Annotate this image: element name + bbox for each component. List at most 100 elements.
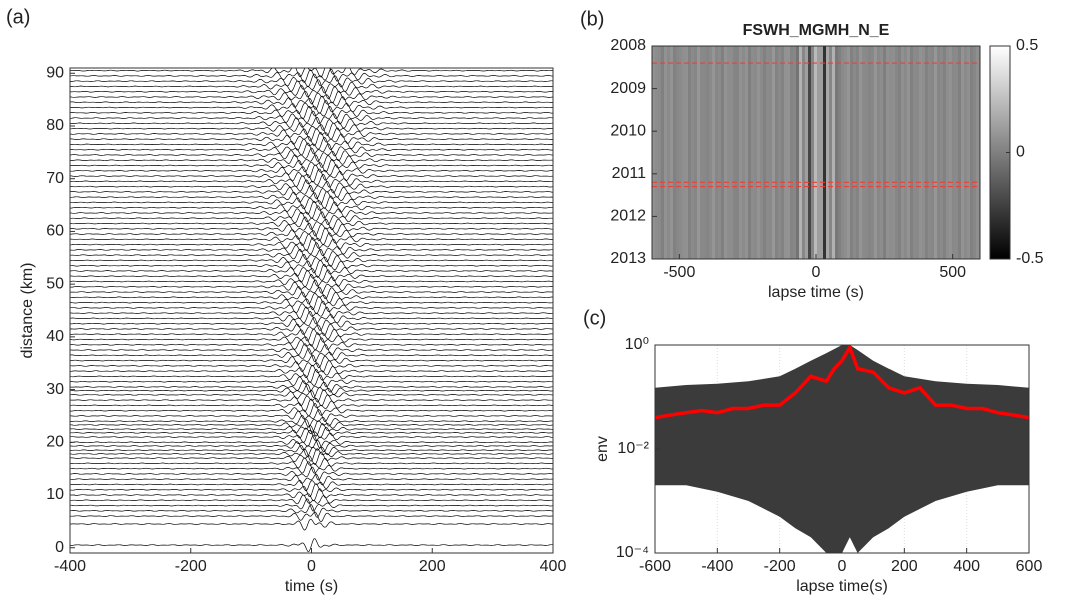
heatmap-stripe — [748, 46, 751, 259]
heatmap-stripe — [685, 46, 688, 259]
heatmap-stripe — [733, 46, 736, 259]
heatmap-stripe — [859, 46, 862, 259]
trace — [70, 448, 553, 462]
heatmap-stripe — [868, 46, 871, 259]
colorbar-tick-label: 0 — [1016, 144, 1025, 161]
trace — [70, 122, 553, 137]
trace — [70, 95, 553, 110]
heatmap-stripe — [949, 46, 952, 259]
heatmap-stripe — [946, 46, 949, 259]
trace — [70, 200, 553, 215]
trace — [70, 426, 553, 439]
plot-area — [70, 68, 553, 552]
envelope-band — [655, 345, 1029, 553]
trace — [70, 232, 553, 246]
heatmap-stripe — [913, 46, 916, 259]
heatmap-stripe — [805, 46, 808, 259]
mean-envelope — [655, 345, 1029, 420]
heatmap-stripe — [751, 46, 754, 259]
trace — [70, 364, 553, 378]
heatmap-stripe — [976, 46, 979, 259]
heatmap-stripe — [652, 46, 655, 259]
heatmap-stripe — [763, 46, 766, 259]
heatmap-stripe — [943, 46, 946, 259]
heatmap-stripe — [706, 46, 709, 259]
heatmap-stripe — [871, 46, 874, 259]
trace — [70, 147, 553, 162]
heatmap-stripe — [940, 46, 943, 259]
heatmap-stripe — [892, 46, 895, 259]
heatmap-stripe — [958, 46, 961, 259]
trace — [70, 306, 553, 319]
trace — [70, 518, 553, 531]
trace — [70, 173, 553, 188]
heatmap-stripe — [934, 46, 937, 259]
heatmap-stripe — [817, 46, 820, 259]
heatmap-stripe — [823, 46, 826, 259]
heatmap-stripe — [841, 46, 844, 259]
trace — [70, 374, 553, 388]
heatmap-stripe — [664, 46, 667, 259]
heatmap-stripe — [718, 46, 721, 259]
trace — [70, 300, 553, 315]
trace — [70, 222, 553, 237]
heatmap-stripe — [712, 46, 715, 259]
x-tick-label: 200 — [891, 558, 918, 575]
heatmap-stripe — [952, 46, 955, 259]
x-tick-label: 0 — [812, 264, 821, 281]
heatmap-stripe — [877, 46, 880, 259]
heatmap-stripe — [898, 46, 901, 259]
heatmap-stripe — [799, 46, 802, 259]
heatmap-stripe — [781, 46, 784, 259]
heatmap-stripe — [973, 46, 976, 259]
heatmap-stripe — [736, 46, 739, 259]
x-tick-label: 400 — [540, 558, 567, 575]
colorbar-tick-label: 0.5 — [1016, 37, 1038, 54]
heatmap-stripe — [874, 46, 877, 259]
heatmap-stripe — [844, 46, 847, 259]
panel-label: (a) — [6, 6, 30, 28]
trace — [70, 105, 553, 120]
heatmap-stripe — [856, 46, 859, 259]
trace — [70, 483, 553, 497]
trace — [70, 439, 553, 453]
y-tick-label: 80 — [46, 117, 64, 134]
trace — [70, 419, 553, 433]
panel-label: (b) — [580, 8, 604, 30]
trace — [70, 434, 553, 449]
heatmap-stripe — [811, 46, 814, 259]
x-tick-label: -600 — [639, 558, 671, 575]
trace — [70, 164, 553, 179]
heatmap-stripe — [682, 46, 685, 259]
heatmap-stripe — [955, 46, 958, 259]
trace — [70, 286, 553, 300]
x-tick-label: -200 — [764, 558, 796, 575]
heatmap-stripe — [772, 46, 775, 259]
heatmap-stripe — [724, 46, 727, 259]
trace — [70, 205, 553, 219]
x-tick-label: 500 — [939, 264, 966, 281]
heatmap-stripe — [787, 46, 790, 259]
heatmap-stripe — [790, 46, 793, 259]
heatmap-stripe — [904, 46, 907, 259]
trace — [70, 310, 553, 325]
heatmap-stripe — [754, 46, 757, 259]
heatmap-stripe — [766, 46, 769, 259]
heatmap-stripe — [709, 46, 712, 259]
heatmap-stripe — [721, 46, 724, 259]
heatmap-stripe — [661, 46, 664, 259]
trace — [70, 216, 553, 231]
heatmap-stripe — [847, 46, 850, 259]
heatmap-stripe — [826, 46, 829, 259]
trace — [70, 248, 553, 263]
heatmap-stripe — [688, 46, 691, 259]
heatmap-stripe — [679, 46, 682, 259]
heatmap-stripe — [796, 46, 799, 259]
x-tick-label: -400 — [701, 558, 733, 575]
heatmap-stripe — [880, 46, 883, 259]
y-axis-label: distance (km) — [19, 262, 36, 358]
heatmap-stripe — [832, 46, 835, 259]
y-tick-label: 10 — [46, 486, 64, 503]
heatmap-stripe — [700, 46, 703, 259]
heatmap-stripe — [907, 46, 910, 259]
